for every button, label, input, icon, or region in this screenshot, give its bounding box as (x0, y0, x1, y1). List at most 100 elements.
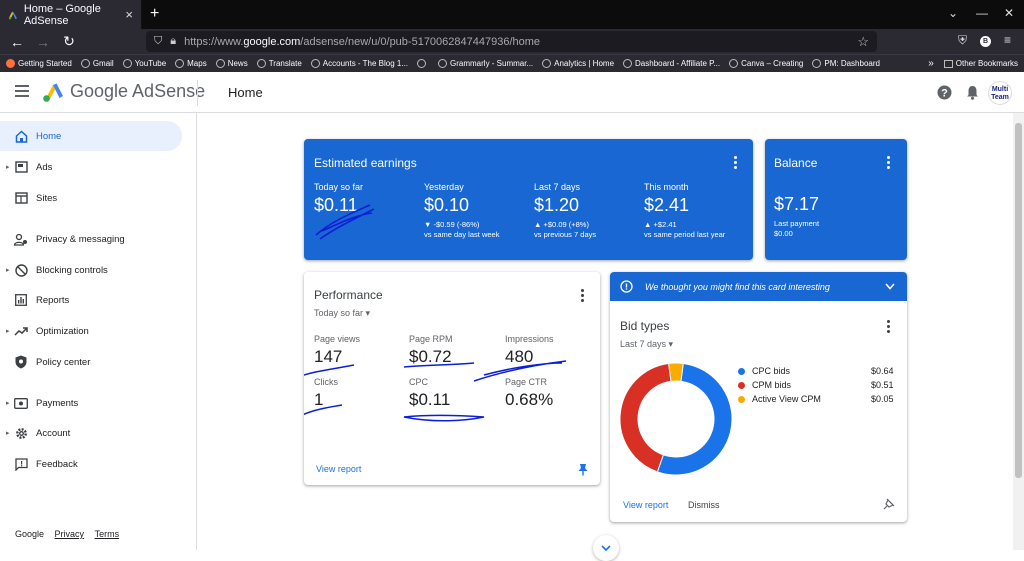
dismiss-button[interactable]: Dismiss (688, 500, 720, 510)
globe-icon (542, 59, 552, 68)
bookmark-item[interactable]: YouTube (122, 59, 166, 68)
bookmark-item[interactable]: Gmail (80, 59, 114, 68)
browser-tab[interactable]: Home – Google AdSense × (0, 0, 142, 29)
metric-clicks[interactable]: Clicks 1 (314, 377, 338, 409)
earnings-yesterday[interactable]: Yesterday $0.10 ▼ -$0.59 (-86%) vs same d… (424, 182, 500, 239)
metric-cpc[interactable]: CPC $0.11 (409, 377, 451, 409)
bookmark-item[interactable]: Dashboard - Affiliate P... (623, 59, 720, 68)
sidebar-item-blocking-controls[interactable]: ▸ Blocking controls (6, 263, 108, 277)
close-tab-icon[interactable]: × (125, 7, 133, 22)
sidebar-item-sites[interactable]: Sites (0, 183, 182, 213)
globe-icon (310, 59, 320, 68)
account-avatar[interactable]: Multi Team (988, 81, 1012, 105)
adsense-logo[interactable]: Google AdSense (42, 81, 205, 102)
bookmark-item[interactable]: Analytics | Home (542, 59, 614, 68)
lock-icon[interactable]: 🔒︎ (170, 35, 177, 47)
folder-icon (943, 59, 953, 68)
bid-types-more-icon[interactable] (887, 320, 891, 335)
minimize-icon[interactable]: — (976, 6, 988, 20)
donut-slice-cpc[interactable] (656, 362, 733, 476)
terms-link[interactable]: Terms (94, 529, 120, 539)
privacy-link[interactable]: Privacy (54, 529, 85, 539)
pin-outline-icon[interactable] (883, 498, 895, 510)
sidebar-item-home[interactable]: Home (0, 121, 182, 151)
metric-page-rpm[interactable]: Page RPM $0.72 (409, 334, 453, 366)
metric-page-ctr[interactable]: Page CTR 0.68% (505, 377, 554, 409)
browser-tab-bar: Home – Google AdSense × + ⌄ — ✕ (0, 0, 1024, 29)
hamburger-menu-icon[interactable] (15, 85, 29, 100)
profile-avatar[interactable]: B (980, 36, 991, 47)
bookmark-item[interactable]: News (215, 59, 248, 68)
sidebar-item-reports[interactable]: Reports (0, 285, 182, 315)
feedback-icon (14, 457, 28, 471)
overflow-chevron-icon[interactable]: » (928, 58, 934, 69)
pin-icon[interactable] (578, 463, 588, 476)
new-tab-button[interactable]: + (150, 5, 160, 22)
close-window-icon[interactable]: ✕ (1004, 6, 1015, 20)
sidebar-item-feedback[interactable]: Feedback (0, 449, 182, 479)
sidebar-item-optimization[interactable]: ▸ Optimization (6, 325, 89, 337)
globe-icon (80, 59, 90, 68)
chevron-down-icon[interactable] (885, 283, 895, 290)
expand-arrow-icon[interactable]: ▸ (6, 164, 10, 171)
earnings-today[interactable]: Today so far $0.11 (314, 182, 364, 215)
other-bookmarks[interactable]: » Other Bookmarks (928, 58, 1018, 69)
bookmark-item[interactable]: Translate (256, 59, 302, 68)
account-gear-icon (14, 426, 28, 440)
bid-types-range-dropdown[interactable]: Last 7 days ▾ (620, 339, 674, 349)
suggestion-banner[interactable]: We thought you might find this card inte… (610, 272, 907, 301)
bookmark-item[interactable] (417, 59, 429, 68)
bookmark-item[interactable]: Canva – Creating (729, 59, 803, 68)
sidebar-item-account[interactable]: ▸ Account (6, 426, 71, 440)
globe-icon (215, 59, 225, 68)
page-scrollbar[interactable] (1013, 113, 1024, 550)
scrollbar-thumb[interactable] (1015, 123, 1022, 478)
sidebar-item-policy-center[interactable]: Policy center (0, 347, 182, 377)
legend-swatch-cpc (738, 367, 745, 375)
reports-icon (14, 293, 28, 307)
legend-swatch-active-view (738, 395, 745, 403)
pocket-icon[interactable]: ⛨ (958, 33, 968, 47)
sidebar-item-privacy[interactable]: Privacy & messaging (0, 224, 182, 254)
bookmark-item[interactable]: Maps (175, 59, 207, 68)
sidebar-item-payments[interactable]: ▸ Payments (6, 397, 79, 409)
globe-icon (175, 59, 185, 68)
sidebar-item-ads[interactable]: ▸ Ads (6, 161, 53, 173)
globe-icon (812, 59, 822, 68)
reload-icon[interactable]: ↻ (63, 33, 75, 49)
performance-view-report-link[interactable]: View report (316, 464, 362, 474)
bookmark-item[interactable]: Getting Started (6, 59, 72, 68)
bid-types-view-report-link[interactable]: View report (623, 500, 669, 510)
back-icon[interactable]: ← (10, 33, 24, 50)
bookmark-item[interactable]: PM: Dashboard (812, 59, 880, 68)
menu-icon[interactable]: ≡ (1004, 33, 1012, 47)
performance-more-icon[interactable] (581, 289, 585, 304)
expand-arrow-icon[interactable]: ▸ (6, 267, 10, 274)
chevron-down-icon[interactable]: ⌄ (948, 6, 959, 20)
scroll-down-button[interactable] (593, 535, 619, 561)
donut-slice-active-view[interactable] (668, 362, 684, 382)
donut-slice-cpm[interactable] (619, 362, 672, 473)
earnings-last-7-days[interactable]: Last 7 days $1.20 ▲ +$0.09 (+8%) vs previ… (534, 182, 597, 239)
metric-impressions[interactable]: Impressions 480 (505, 334, 554, 366)
star-icon[interactable]: ☆ (857, 33, 869, 49)
expand-arrow-icon[interactable]: ▸ (6, 400, 10, 407)
help-icon[interactable]: ? (937, 85, 952, 100)
earnings-more-icon[interactable] (734, 156, 738, 171)
performance-range-dropdown[interactable]: Today so far ▾ (314, 308, 371, 318)
earnings-this-month[interactable]: This month $2.41 ▲ +$2.41 vs same period … (644, 182, 726, 239)
bookmark-item[interactable]: Grammarly - Summar... (438, 59, 533, 68)
forward-icon[interactable]: → (36, 33, 50, 50)
expand-arrow-icon[interactable]: ▸ (6, 430, 10, 437)
home-icon (14, 129, 28, 143)
address-bar[interactable]: ⛉ 🔒︎ https://www. google.com/adsense/new/… (146, 31, 877, 52)
notifications-bell-icon[interactable] (966, 85, 979, 100)
balance-more-icon[interactable] (887, 156, 891, 171)
metric-page-views[interactable]: Page views 147 (314, 334, 361, 366)
expand-arrow-icon[interactable]: ▸ (6, 328, 10, 335)
balance-card: Balance $7.17 Last payment $0.00 (765, 139, 907, 260)
bookmark-item[interactable]: Accounts - The Blog 1... (310, 59, 408, 68)
bid-types-donut-chart (619, 362, 733, 476)
dropdown-arrow-icon: ▾ (668, 339, 674, 349)
shield-icon[interactable]: ⛉ (154, 35, 163, 47)
